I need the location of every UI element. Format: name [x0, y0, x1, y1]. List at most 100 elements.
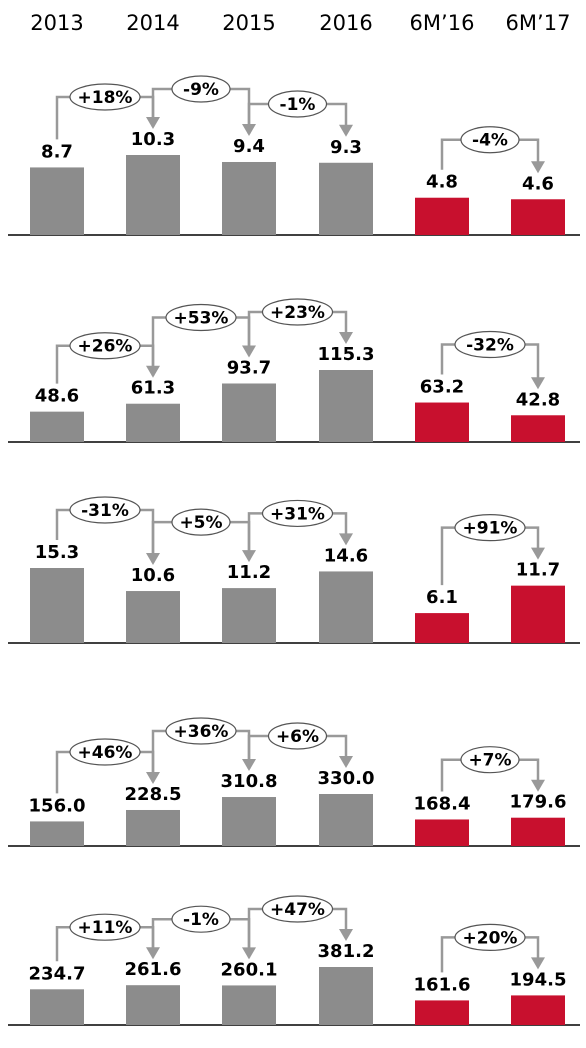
change-pill [454, 923, 526, 952]
change-label: +7% [468, 751, 511, 771]
change-pill [69, 738, 141, 766]
bar [30, 989, 84, 1025]
value-label: 4.8 [426, 172, 458, 193]
category-label: 6M’16 [410, 11, 475, 35]
bar [222, 797, 276, 846]
value-label: 8.7 [41, 141, 73, 162]
value-label: 10.3 [131, 129, 175, 150]
value-label: 330.0 [318, 768, 375, 789]
value-label: 381.2 [318, 941, 375, 962]
value-label: 63.2 [420, 377, 464, 398]
bar [511, 585, 565, 643]
change-pill [171, 508, 231, 536]
bar [319, 967, 373, 1025]
bar [319, 571, 373, 643]
bar [319, 794, 373, 846]
change-pill [69, 332, 141, 360]
change-label: +53% [174, 308, 229, 328]
bar [511, 199, 565, 235]
change-label: -1% [280, 95, 316, 115]
change-pill [267, 722, 328, 750]
value-label: 15.3 [35, 542, 79, 563]
bar [30, 821, 84, 846]
value-label: 10.6 [131, 565, 175, 586]
bar [30, 411, 84, 442]
change-label: -9% [183, 80, 219, 100]
bar [222, 985, 276, 1025]
bar [222, 161, 276, 235]
value-label: 9.3 [330, 137, 362, 158]
bar [126, 155, 180, 235]
arrow-head [531, 779, 545, 792]
change-label: +46% [78, 743, 133, 763]
change-pill [261, 895, 334, 923]
bar [30, 568, 84, 643]
category-label: 2013 [30, 11, 83, 35]
change-pill [165, 717, 237, 745]
change-label: -31% [81, 501, 129, 521]
change-pill [460, 746, 520, 774]
bar [319, 162, 373, 235]
value-label: 228.5 [125, 784, 182, 805]
change-label: +26% [78, 337, 133, 357]
change-pill [69, 83, 141, 111]
change-label: +31% [270, 504, 325, 524]
arrow-head [339, 756, 353, 768]
arrow-head [339, 533, 353, 546]
value-label: 234.7 [29, 963, 86, 984]
bar [511, 817, 565, 846]
change-pill [261, 298, 334, 326]
value-label: 115.3 [318, 344, 375, 365]
change-pill [171, 75, 231, 103]
bar [511, 995, 565, 1025]
value-label: 168.4 [414, 793, 471, 814]
value-label: 4.6 [522, 173, 554, 194]
bar [222, 383, 276, 442]
bar [126, 403, 180, 442]
category-label: 2016 [319, 11, 372, 35]
bar [415, 819, 469, 846]
arrow-head [339, 929, 353, 941]
value-label: 9.4 [233, 136, 265, 157]
value-label: 6.1 [426, 587, 458, 608]
bar [415, 402, 469, 442]
arrow-head [531, 547, 545, 560]
bar [126, 591, 180, 643]
value-label: 14.6 [324, 545, 368, 566]
value-label: 48.6 [35, 386, 79, 407]
change-label: -4% [472, 131, 508, 151]
change-pill [171, 905, 231, 933]
arrow-head [339, 332, 353, 344]
bar [415, 197, 469, 235]
category-label: 2014 [126, 11, 179, 35]
change-label: +6% [276, 727, 319, 747]
change-label: +91% [463, 519, 518, 539]
change-label: -1% [183, 910, 219, 930]
bar [30, 167, 84, 235]
bar [511, 415, 565, 442]
category-label: 2015 [222, 11, 275, 35]
bar [415, 613, 469, 643]
bar [415, 1000, 469, 1025]
bar [319, 370, 373, 442]
change-pill [460, 126, 520, 154]
value-label: 156.0 [29, 795, 86, 816]
change-pill [454, 514, 526, 542]
arrow-head [531, 377, 545, 390]
bar [126, 985, 180, 1025]
change-label: +18% [78, 88, 133, 108]
bar [222, 588, 276, 643]
arrow-head [531, 161, 545, 174]
arrow-head [339, 124, 353, 137]
change-pill [69, 913, 141, 941]
value-label: 260.1 [221, 959, 278, 980]
change-label: +11% [78, 918, 133, 938]
change-pill [261, 499, 334, 528]
change-label: +23% [270, 303, 325, 323]
value-label: 93.7 [227, 357, 271, 378]
change-pill [454, 330, 526, 359]
change-label: +47% [270, 900, 325, 920]
value-label: 11.2 [227, 562, 271, 583]
change-label: +36% [174, 722, 229, 742]
